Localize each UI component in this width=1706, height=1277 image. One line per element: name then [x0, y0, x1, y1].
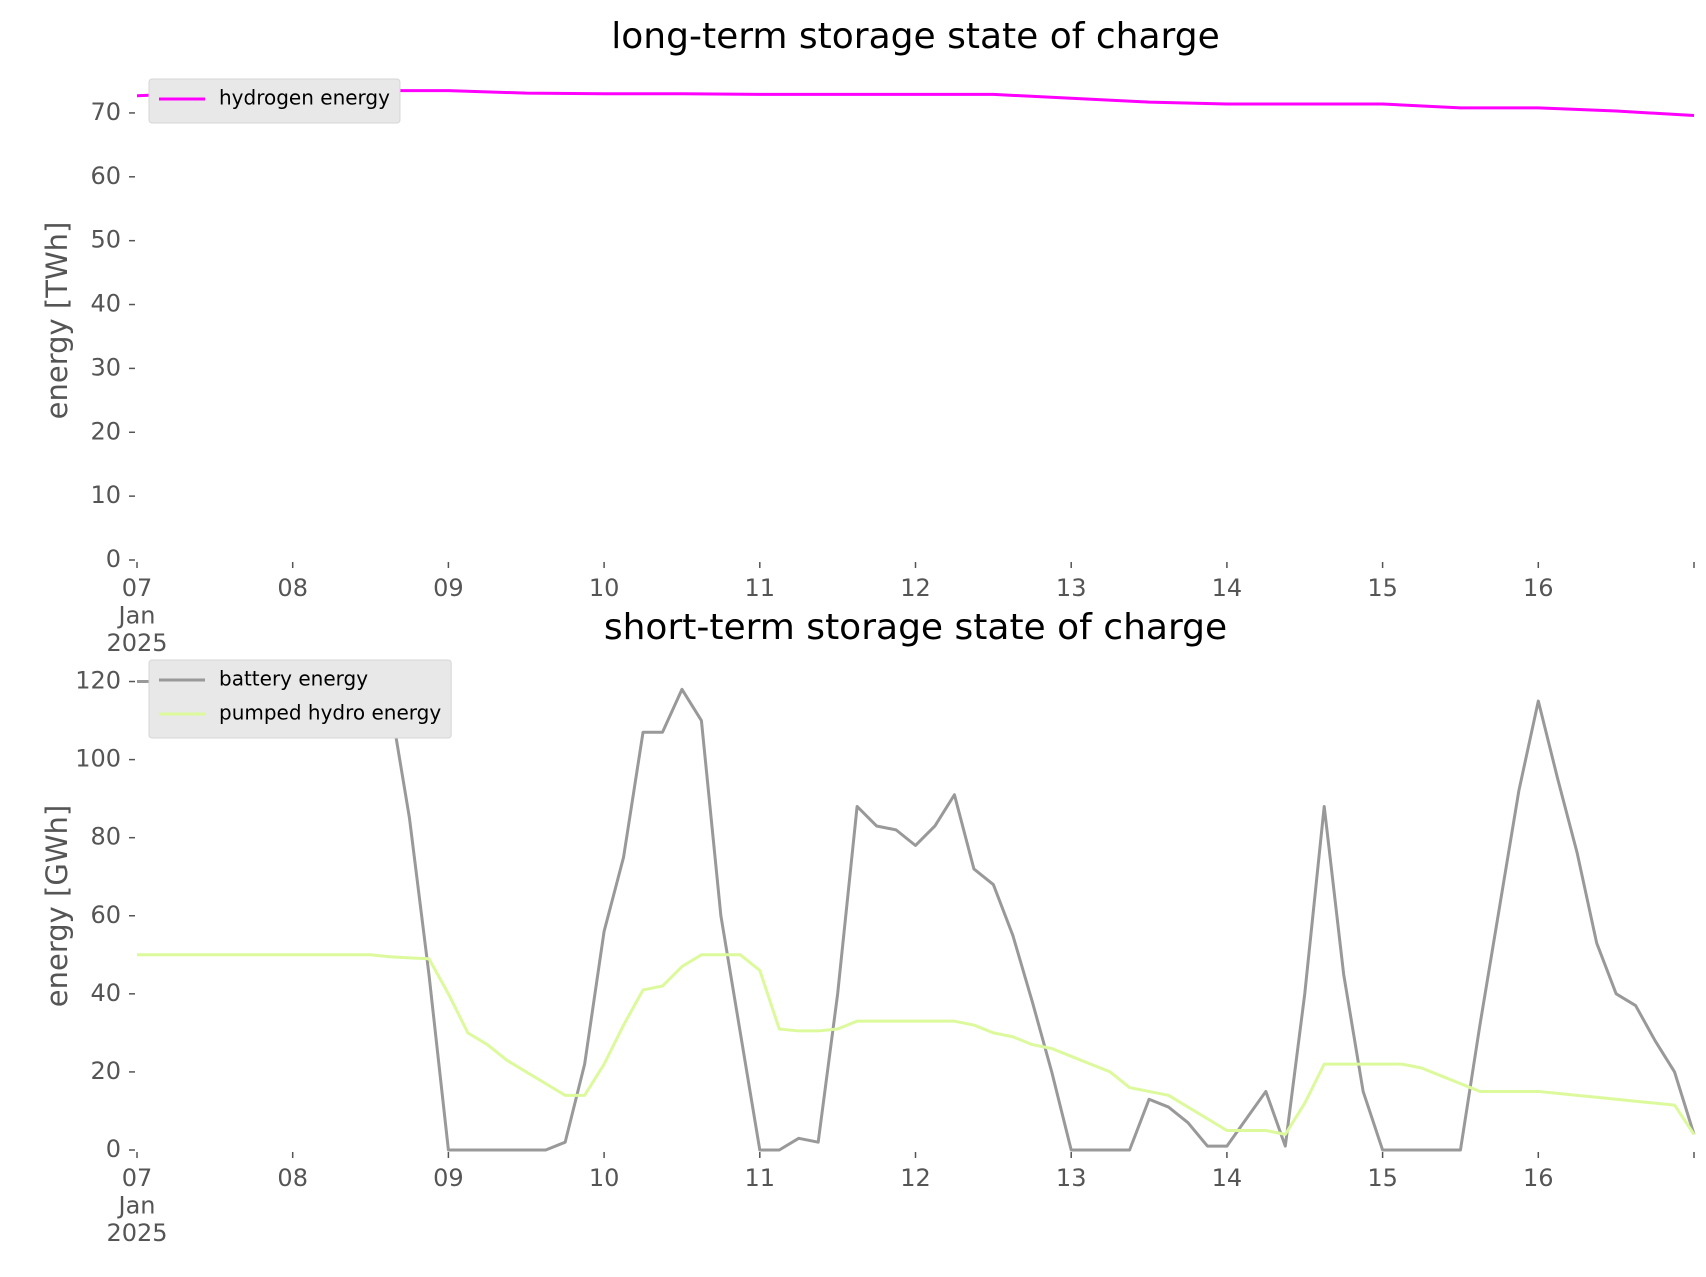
x-tick-label: 14 — [1212, 574, 1243, 602]
chart-title: long-term storage state of charge — [611, 16, 1219, 57]
x-tick-label: 08 — [277, 574, 308, 602]
x-tick-label: 12 — [900, 574, 931, 602]
legend-label: battery energy — [219, 667, 368, 691]
x-tick-label: 16 — [1523, 1164, 1554, 1192]
x-tick-label: 16 — [1523, 574, 1554, 602]
x-tick-label: 15 — [1367, 1164, 1398, 1192]
x-tick-label: 11 — [745, 574, 776, 602]
x-tick-label: 12 — [900, 1164, 931, 1192]
legend: battery energy pumped hydro energy — [148, 659, 452, 739]
y-tick-label: 70 — [90, 98, 121, 126]
series-line — [137, 680, 1696, 1152]
y-tick-label: 50 — [90, 226, 121, 254]
legend: hydrogen energy — [148, 78, 401, 124]
y-tick-label: 20 — [90, 1057, 121, 1085]
y-tick-label: 10 — [90, 481, 121, 509]
y-axis-label: energy [GWh] — [40, 805, 74, 1007]
y-tick-label: 120 — [75, 667, 121, 695]
legend-box — [148, 78, 401, 124]
y-tick-label: 0 — [106, 1135, 121, 1163]
y-axis-label: energy [TWh] — [40, 222, 74, 420]
y-tick-label: 30 — [90, 353, 121, 381]
x-tick-label: 10 — [589, 1164, 620, 1192]
x-tick-label: 15 — [1367, 574, 1398, 602]
x-tick-label: 13 — [1056, 1164, 1087, 1192]
x-tick-label: 08 — [277, 1164, 308, 1192]
y-tick-label: 80 — [90, 823, 121, 851]
y-tick-label: 60 — [90, 162, 121, 190]
chart-title: short-term storage state of charge — [604, 607, 1227, 648]
y-tick-label: 40 — [90, 979, 121, 1007]
y-tick-label: 40 — [90, 290, 121, 318]
y-tick-label: 60 — [90, 901, 121, 929]
x-tick-label: 11 — [745, 1164, 776, 1192]
x-tick-label: 09 — [433, 1164, 464, 1192]
x-tick-label: 07 Jan 2025 — [106, 1164, 167, 1247]
legend-label: pumped hydro energy — [219, 701, 441, 725]
x-tick-label: 13 — [1056, 574, 1087, 602]
legend-box — [148, 659, 452, 739]
legend-label: hydrogen energy — [219, 86, 390, 110]
y-tick-label: 20 — [90, 417, 121, 445]
x-tick-label: 10 — [589, 574, 620, 602]
x-tick-label: 09 — [433, 574, 464, 602]
x-tick-label: 07 Jan 2025 — [106, 574, 167, 657]
y-tick-label: 0 — [106, 545, 121, 573]
series-line — [137, 953, 1696, 1136]
x-tick-label: 14 — [1212, 1164, 1243, 1192]
y-tick-label: 100 — [75, 745, 121, 773]
